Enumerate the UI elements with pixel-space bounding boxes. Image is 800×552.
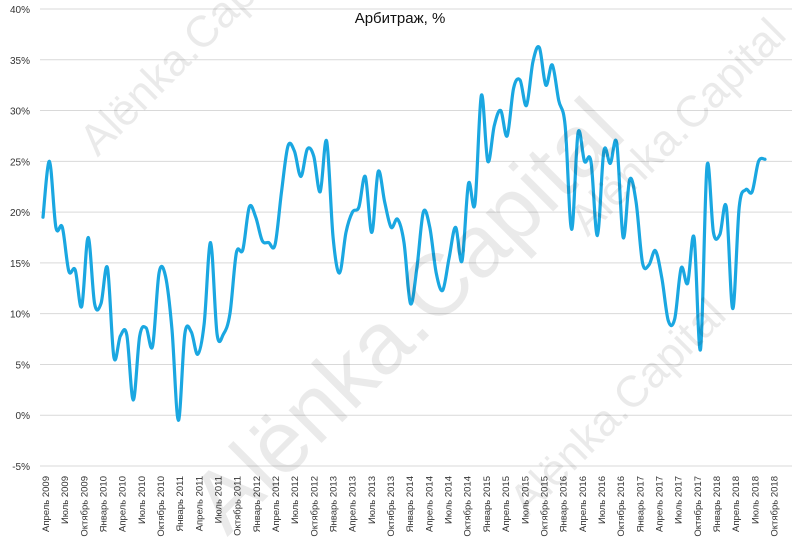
y-axis-ticks: -5%0%5%10%15%20%25%30%35%40% <box>10 5 30 473</box>
x-tick-label: Октябрь 2016 <box>616 476 627 537</box>
y-tick-label: 20% <box>10 208 30 219</box>
x-tick-label: Апрель 2011 <box>194 476 205 531</box>
x-tick-label: Апрель 2017 <box>654 476 665 532</box>
x-tick-label: Апрель 2016 <box>578 476 589 532</box>
x-tick-label: Июль 2009 <box>60 476 71 524</box>
x-tick-label: Октябрь 2018 <box>769 476 780 537</box>
x-tick-label: Октябрь 2014 <box>463 476 474 537</box>
x-tick-label: Апрель 2014 <box>424 476 435 532</box>
x-tick-label: Апрель 2012 <box>271 476 282 532</box>
y-tick-label: 35% <box>10 56 30 67</box>
x-tick-label: Апрель 2010 <box>118 476 129 532</box>
y-tick-label: 25% <box>10 157 30 168</box>
x-tick-label: Июль 2014 <box>444 476 455 524</box>
x-tick-label: Октябрь 2013 <box>386 476 397 537</box>
y-tick-label: 30% <box>10 107 30 118</box>
y-tick-label: -5% <box>12 462 30 473</box>
x-tick-label: Апрель 2013 <box>348 476 359 532</box>
x-tick-label: Январь 2017 <box>635 476 646 532</box>
x-tick-label: Январь 2011 <box>175 476 186 532</box>
x-tick-label: Июль 2012 <box>290 476 301 524</box>
y-tick-label: 15% <box>10 259 30 270</box>
x-tick-label: Январь 2015 <box>482 476 493 532</box>
x-tick-label: Апрель 2015 <box>501 476 512 532</box>
x-tick-label: Июль 2010 <box>137 476 148 524</box>
x-tick-label: Июль 2013 <box>367 476 378 524</box>
x-tick-label: Апрель 2018 <box>731 476 742 532</box>
x-tick-label: Октябрь 2015 <box>539 476 550 537</box>
x-tick-label: Апрель 2009 <box>41 476 52 532</box>
y-tick-label: 5% <box>16 360 31 371</box>
x-tick-label: Январь 2014 <box>405 476 416 532</box>
x-tick-label: Январь 2010 <box>99 476 110 532</box>
x-tick-label: Октябрь 2011 <box>233 476 244 536</box>
x-tick-label: Июль 2017 <box>674 476 685 524</box>
x-tick-label: Январь 2013 <box>329 476 340 532</box>
x-tick-label: Октябрь 2017 <box>693 476 704 537</box>
y-tick-label: 0% <box>16 411 31 422</box>
x-tick-label: Июль 2016 <box>597 476 608 524</box>
x-axis-ticks: Апрель 2009 Июль 2009 Октябрь 2009 Январь 2… <box>41 476 780 537</box>
x-tick-label: Январь 2018 <box>712 476 723 532</box>
y-tick-label: 10% <box>10 310 30 321</box>
x-tick-label: Июль 2018 <box>750 476 761 524</box>
grid <box>40 9 792 466</box>
x-tick-label: Октябрь 2010 <box>156 476 167 537</box>
x-tick-label: Январь 2016 <box>559 476 570 532</box>
x-tick-label: Январь 2012 <box>252 476 263 532</box>
x-tick-label: Октябрь 2009 <box>79 476 90 537</box>
x-tick-label: Июль 2011 <box>214 476 225 523</box>
x-tick-label: Октябрь 2012 <box>309 476 320 537</box>
x-tick-label: Июль 2015 <box>520 476 531 524</box>
chart-title: Арбитраж, % <box>0 10 800 27</box>
